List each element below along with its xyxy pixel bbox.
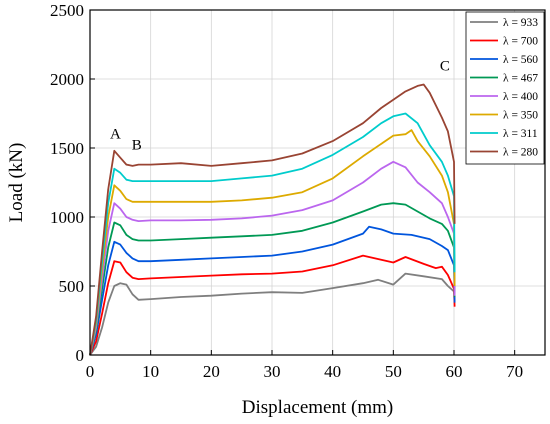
legend-box xyxy=(465,11,545,165)
x-tick-label: 70 xyxy=(506,362,523,381)
annotations: AB C xyxy=(110,59,450,154)
annotation-C: C xyxy=(440,59,450,75)
legend-label-3: λ = 467 xyxy=(503,73,538,85)
legend-label-7: λ = 280 xyxy=(503,147,538,159)
y-tick-label: 1500 xyxy=(50,139,84,158)
y-tick-label: 2500 xyxy=(50,1,84,20)
x-tick-label: 20 xyxy=(203,362,220,381)
axis-ticks: 0 10 20 30 40 50 60 70 0 500 1000 1500 2000 2500 xyxy=(50,1,523,381)
legend-label-1: λ = 700 xyxy=(503,36,538,48)
series-line-2 xyxy=(89,225,456,356)
legend-label-6: λ = 311 xyxy=(503,128,538,140)
annotation-A: A xyxy=(110,126,121,142)
series-line-0 xyxy=(89,272,456,356)
y-tick-label: 2000 xyxy=(50,70,84,89)
series-layer xyxy=(89,83,456,356)
legend-label-2: λ = 560 xyxy=(503,54,538,66)
legend-label-4: λ = 400 xyxy=(503,91,538,103)
series-line-3 xyxy=(89,202,456,356)
y-tick-label: 1000 xyxy=(50,208,84,227)
series-line-4 xyxy=(89,160,456,356)
y-tick-label: 0 xyxy=(76,346,85,365)
x-tick-label: 0 xyxy=(86,362,95,381)
x-tick-label: 60 xyxy=(446,362,463,381)
series-line-1 xyxy=(89,254,456,356)
x-tick-label: 30 xyxy=(264,362,281,381)
y-tick-label: 500 xyxy=(59,277,85,296)
series-line-7 xyxy=(89,83,456,356)
plot-frame xyxy=(89,9,546,356)
legend-label-0: λ = 933 xyxy=(503,17,538,29)
annotation-B: B xyxy=(132,137,142,153)
x-tick-label: 50 xyxy=(385,362,402,381)
legend: λ = 933 λ = 700 λ = 560 λ = 467 λ = 400 λ = 3… xyxy=(465,11,545,165)
series-line-6 xyxy=(89,112,456,356)
series-line-5 xyxy=(89,129,456,356)
x-tick-label: 10 xyxy=(142,362,159,381)
legend-label-5: λ = 350 xyxy=(503,110,538,122)
x-axis-title: Displacement (mm) xyxy=(242,397,393,418)
y-axis-title: Load (kN) xyxy=(6,143,27,223)
x-tick-label: 40 xyxy=(324,362,341,381)
